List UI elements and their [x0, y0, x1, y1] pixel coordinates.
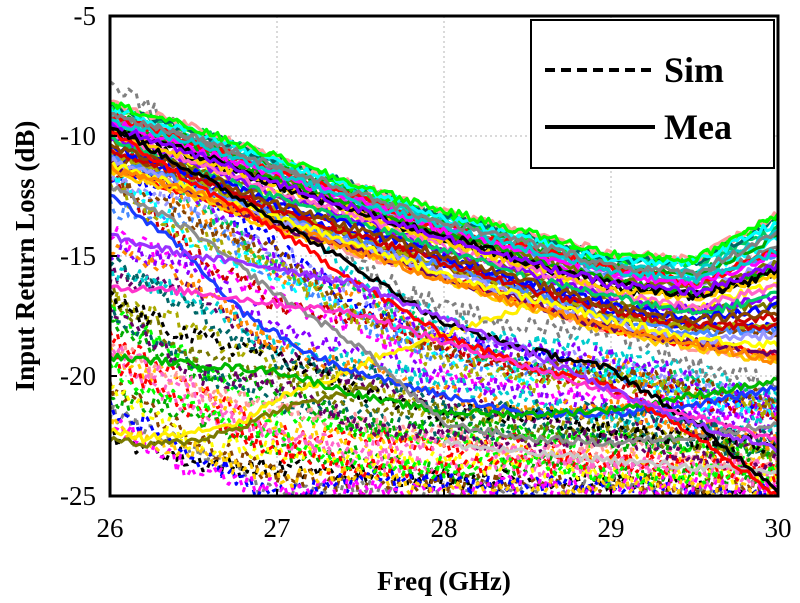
- mea-series-line: [110, 162, 778, 365]
- x-tick-label: 26: [97, 513, 124, 543]
- mea-series-line: [110, 145, 778, 323]
- x-tick-label: 29: [598, 513, 625, 543]
- mea-series-line: [110, 130, 778, 311]
- mea-series-line: [110, 193, 778, 419]
- series-layer: [110, 80, 778, 496]
- mea-series-line: [110, 126, 778, 494]
- mea-series-line: [110, 127, 778, 301]
- sim-series-line: [110, 289, 778, 454]
- sim-series-line: [110, 306, 778, 475]
- sim-series-line: [110, 157, 778, 416]
- mea-series-line: [110, 352, 778, 420]
- mea-series-line: [110, 120, 778, 297]
- x-tick-label: 30: [765, 513, 792, 543]
- mea-series-line: [110, 111, 778, 278]
- mea-series-line: [110, 303, 529, 444]
- sim-series-line: [110, 244, 778, 450]
- legend-sim-label: Sim: [664, 50, 724, 90]
- x-tick-label: 28: [431, 513, 458, 543]
- mea-series-line: [110, 382, 378, 449]
- sim-series-line: [110, 168, 778, 409]
- sim-series-line: [110, 361, 778, 489]
- mea-series-line: [110, 101, 778, 265]
- y-tick-label: -25: [60, 481, 96, 511]
- tick-layer: 26 27 28 29 30 -5 -10 -15 -20 -25: [60, 1, 792, 543]
- legend-mea-label: Mea: [664, 107, 732, 147]
- mea-series-line: [110, 284, 778, 445]
- legend-box: [530, 19, 775, 169]
- x-axis-label: Freq (GHz): [377, 566, 511, 596]
- sim-series-line: [110, 343, 778, 479]
- y-axis-label: Input Return Loss (dB): [10, 121, 40, 392]
- sim-series-line: [110, 182, 778, 422]
- sim-series-line: [110, 343, 778, 475]
- sim-series-line: [110, 133, 778, 414]
- y-tick-label: -20: [60, 361, 96, 391]
- sim-series-line: [110, 286, 778, 463]
- sim-series-line: [110, 399, 778, 496]
- mea-series-line: [110, 185, 778, 448]
- mea-series-line: [110, 142, 778, 325]
- y-tick-label: -10: [60, 121, 96, 151]
- mea-series-line: [443, 439, 778, 475]
- x-tick-label: 27: [264, 513, 291, 543]
- legend: Sim Mea: [530, 19, 775, 169]
- y-tick-label: -15: [60, 241, 96, 271]
- sim-series-line: [110, 243, 778, 434]
- mea-series-line: [110, 232, 778, 455]
- y-tick-label: -5: [74, 1, 97, 31]
